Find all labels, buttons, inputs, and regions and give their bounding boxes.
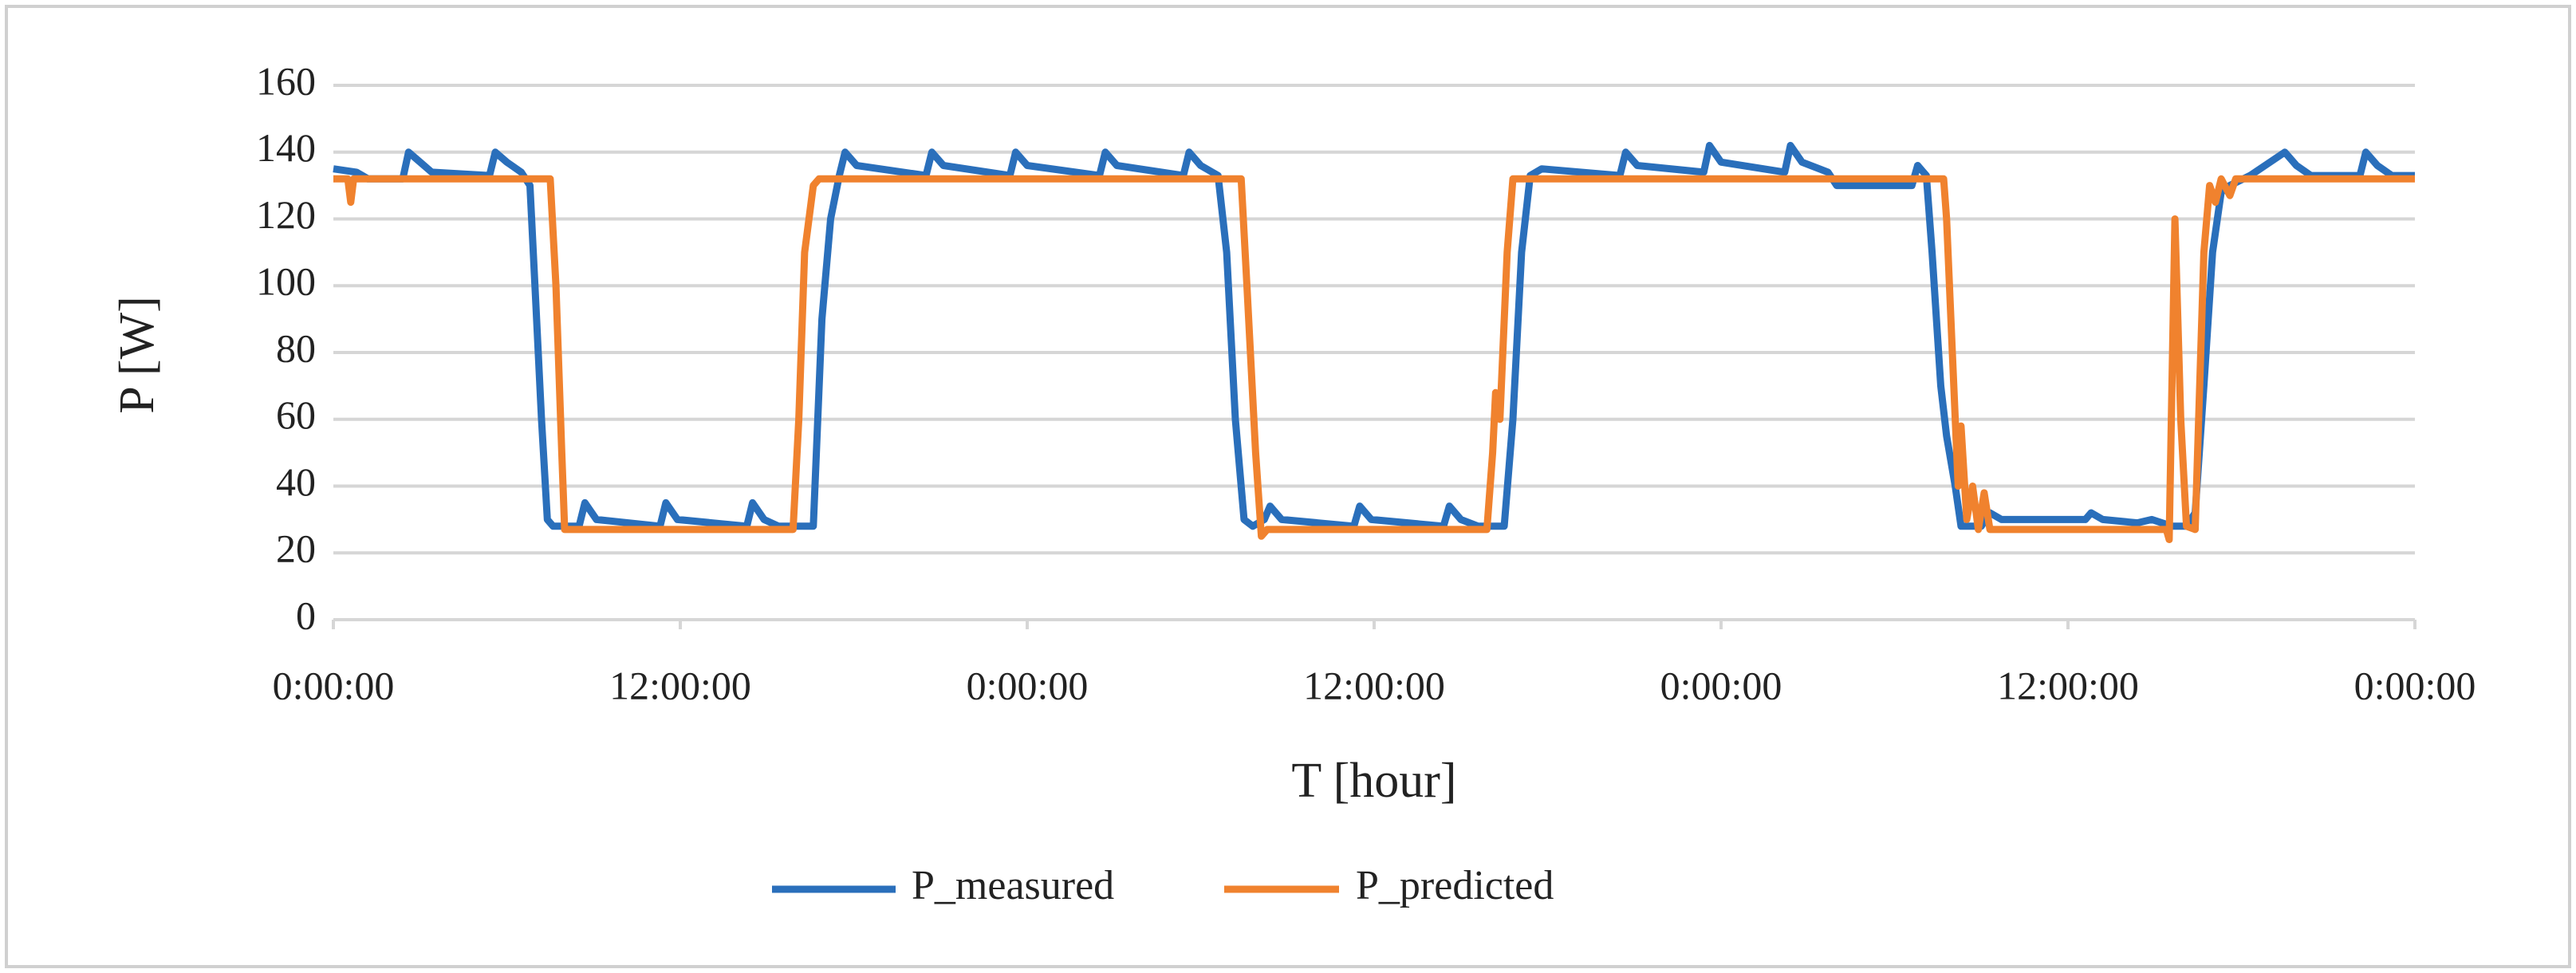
legend-label: P_predicted xyxy=(1356,863,1554,908)
x-tick-label: 0:00:00 xyxy=(273,663,395,707)
y-tick-label: 160 xyxy=(256,58,316,103)
legend-label: P_measured xyxy=(912,863,1114,908)
data-line xyxy=(333,175,2415,543)
y-axis-label: P [W] xyxy=(110,296,164,414)
x-axis-label: T [hour] xyxy=(1291,754,1456,808)
y-tick-label: 20 xyxy=(276,526,316,571)
y-tick-label: 80 xyxy=(276,325,316,370)
y-tick-label: 60 xyxy=(276,392,316,437)
x-tick-label: 12:00:00 xyxy=(1303,663,1445,707)
y-tick-label: 0 xyxy=(296,593,316,637)
y-tick-label: 140 xyxy=(256,125,316,170)
y-tick-label: 40 xyxy=(276,459,316,504)
x-tick-label: 0:00:00 xyxy=(1660,663,1782,707)
x-tick-label: 12:00:00 xyxy=(1997,663,2139,707)
y-tick-label: 120 xyxy=(256,192,316,237)
x-tick-label: 0:00:00 xyxy=(2354,663,2476,707)
data-line xyxy=(333,141,2415,530)
x-tick-label: 0:00:00 xyxy=(967,663,1089,707)
x-tick-label: 12:00:00 xyxy=(609,663,751,707)
y-tick-label: 100 xyxy=(256,259,316,304)
